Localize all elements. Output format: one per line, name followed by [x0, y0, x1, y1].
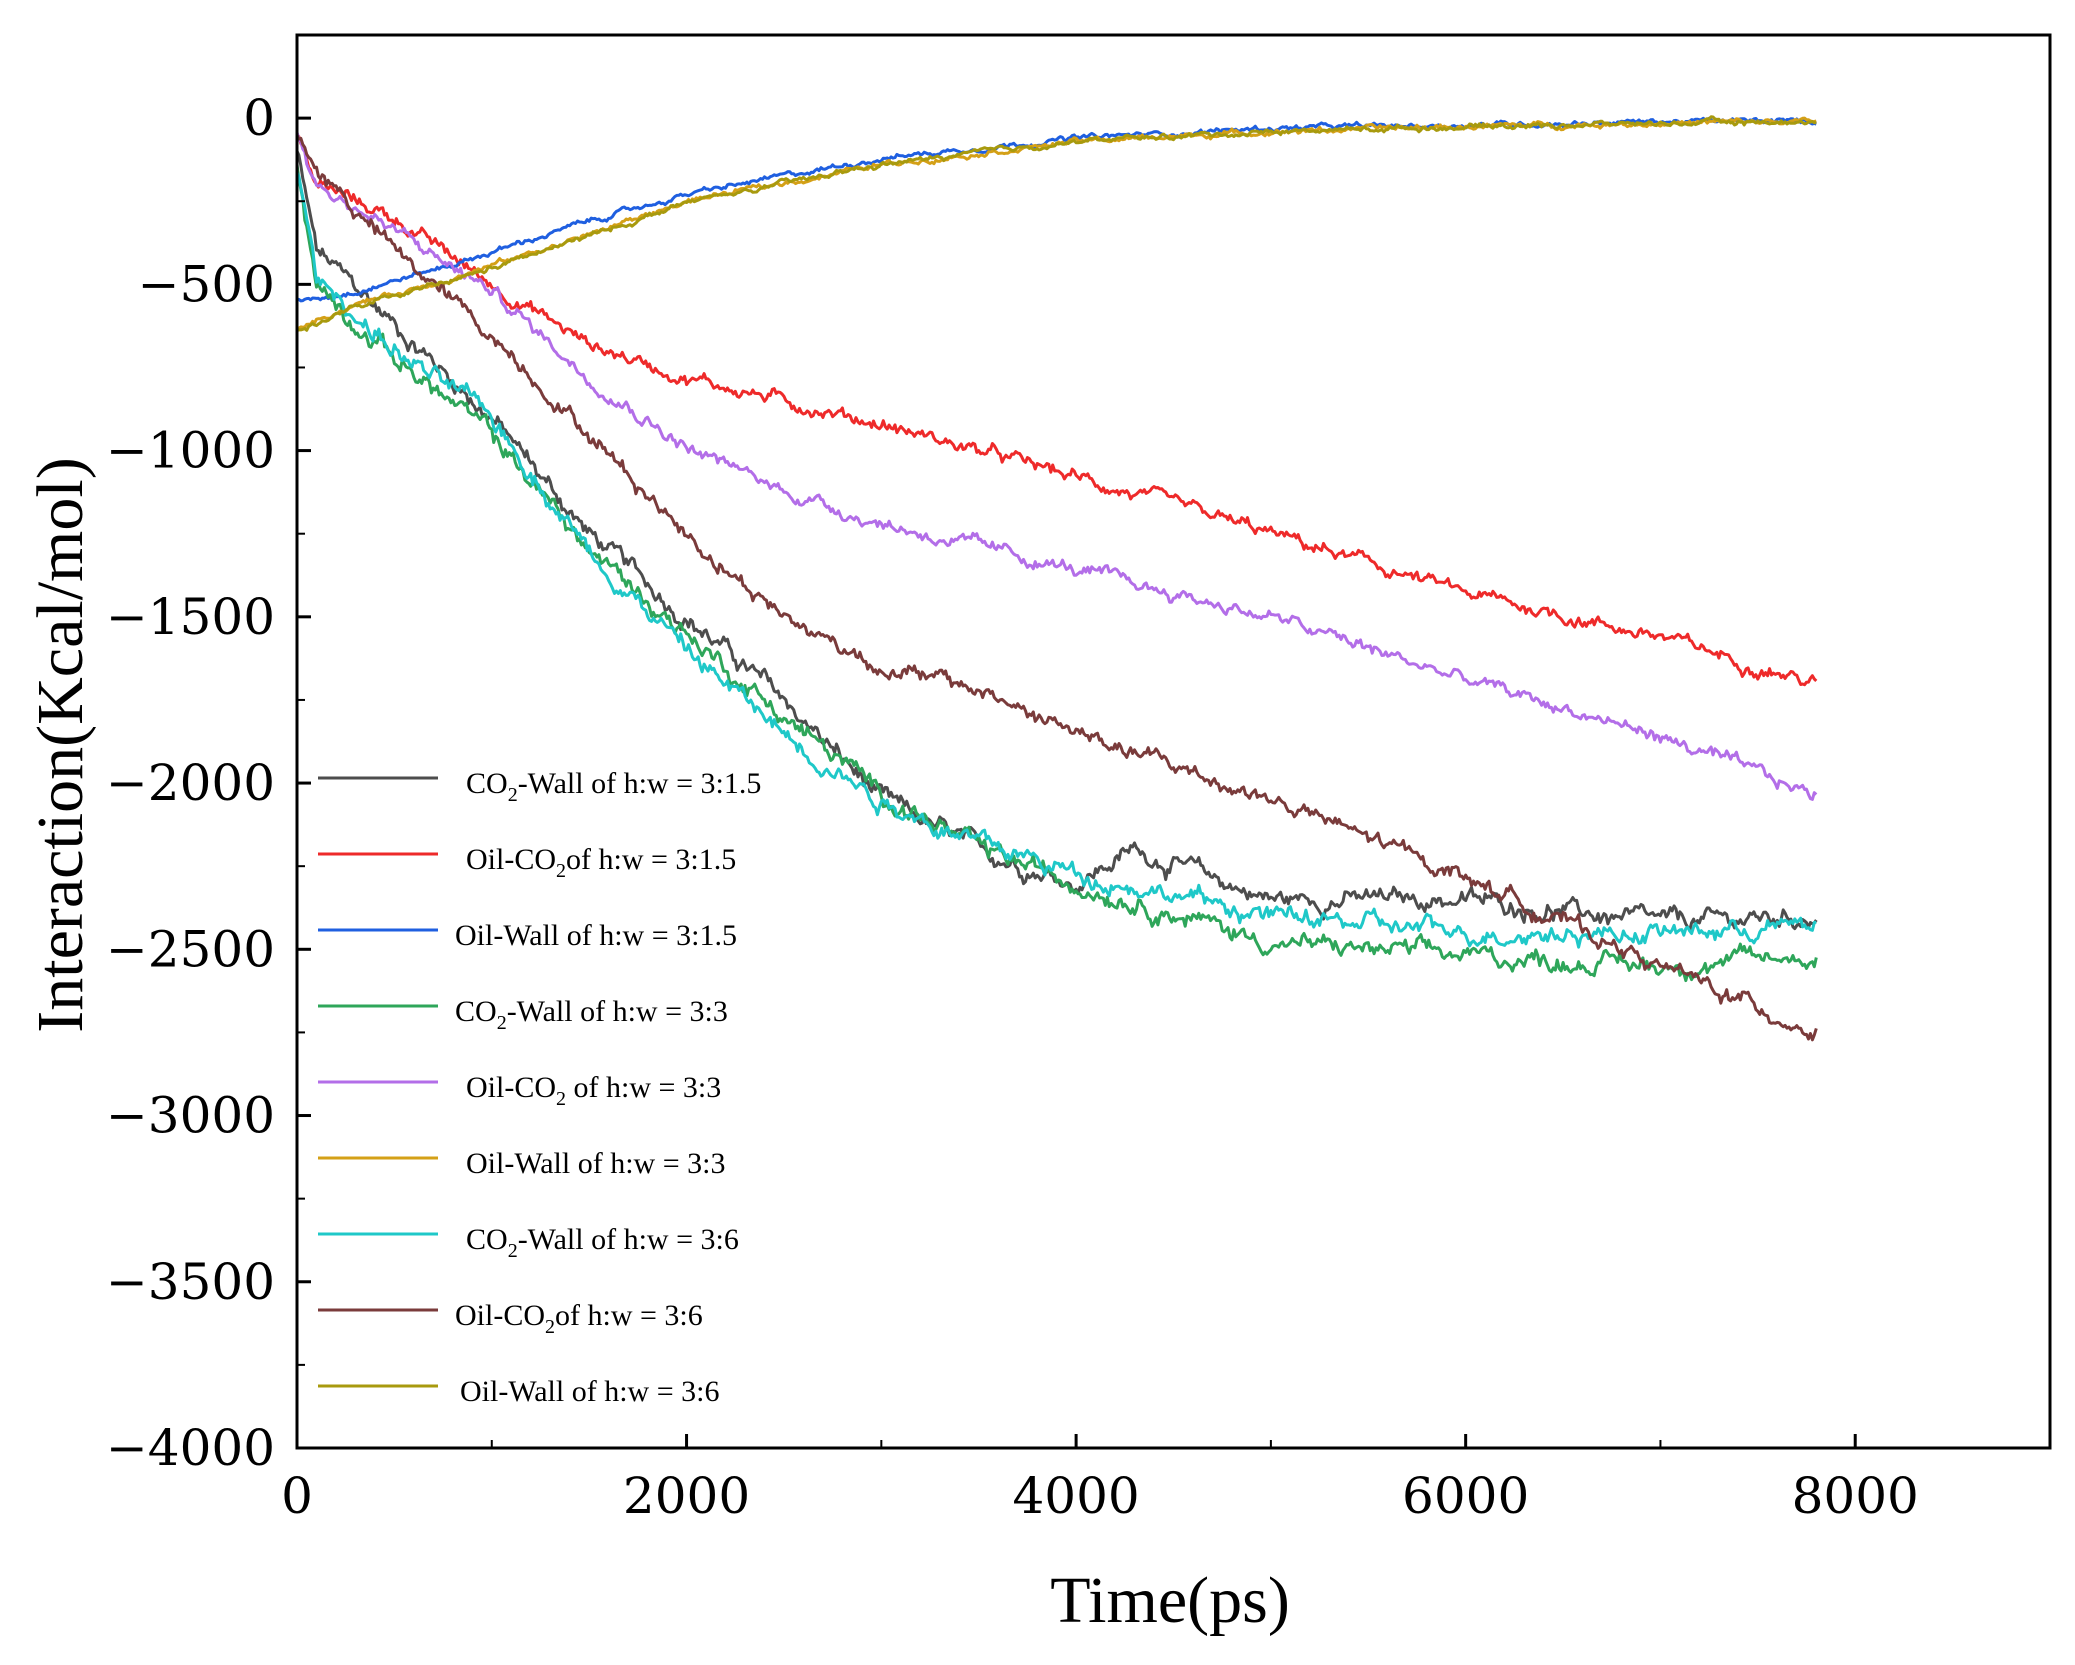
- legend-item: CO2-Wall of h:w = 3:3: [318, 995, 728, 1034]
- series-layer: [295, 115, 1818, 1042]
- y-tick-label: −2000: [106, 754, 275, 812]
- legend-item: Oil-CO2 of h:w = 3:3: [318, 1071, 721, 1110]
- legend-item: Oil-Wall of h:w = 3:3: [318, 1147, 725, 1180]
- legend-label: CO2-Wall of h:w = 3:6: [466, 1223, 739, 1262]
- legend-label: Oil-CO2of h:w = 3:1.5: [466, 843, 736, 882]
- legend: CO2-Wall of h:w = 3:1.5 Oil-CO2of h:w = 3…: [318, 767, 761, 1408]
- y-tick-label: −3000: [106, 1087, 275, 1145]
- x-tick-label: 0: [281, 1467, 313, 1525]
- axes-layer: 0 2000 4000 6000 8000 0 −500 −1000 −1500 −2000 −25…: [106, 33, 2052, 1525]
- series-line-9: [296, 115, 1817, 333]
- x-axis-title: Time(ps): [1050, 1564, 1290, 1637]
- legend-label: Oil-CO2of h:w = 3:6: [455, 1299, 703, 1338]
- legend-label: Oil-Wall of h:w = 3:6: [460, 1375, 719, 1408]
- y-tick-label: −1500: [106, 588, 275, 646]
- legend-item: Oil-Wall of h:w = 3:1.5: [318, 919, 737, 952]
- legend-item: CO2-Wall of h:w = 3:1.5: [318, 767, 761, 806]
- plot-frame: [295, 33, 2052, 1450]
- y-tick-label: −2500: [106, 920, 275, 978]
- y-tick-label: −500: [138, 255, 275, 313]
- legend-item: Oil-Wall of h:w = 3:6: [318, 1375, 719, 1408]
- series-line-5: [295, 132, 1818, 801]
- legend-item: Oil-CO2of h:w = 3:6: [318, 1299, 703, 1338]
- y-tick-label: −4000: [106, 1419, 275, 1477]
- legend-item: Oil-CO2of h:w = 3:1.5: [318, 843, 736, 882]
- legend-label: Oil-Wall of h:w = 3:1.5: [455, 919, 737, 952]
- series-line-7: [295, 171, 1817, 949]
- series-line-4: [295, 164, 1818, 983]
- y-tick-label: −1000: [106, 422, 275, 480]
- y-axis-title: Interaction(Kcal/mol): [24, 457, 97, 1032]
- x-tick-label: 2000: [623, 1467, 750, 1525]
- legend-item: CO2-Wall of h:w = 3:6: [318, 1223, 739, 1262]
- legend-label: Oil-Wall of h:w = 3:3: [466, 1147, 725, 1180]
- x-tick-label: 8000: [1792, 1467, 1919, 1525]
- series-line-2: [295, 133, 1818, 687]
- legend-label: Oil-CO2 of h:w = 3:3: [466, 1071, 721, 1110]
- legend-label: CO2-Wall of h:w = 3:1.5: [466, 767, 761, 806]
- y-tick-label: 0: [243, 89, 275, 147]
- y-tick-label: −3500: [106, 1253, 275, 1311]
- series-line-8: [295, 134, 1818, 1042]
- series-line-3: [296, 116, 1817, 303]
- x-tick-label: 4000: [1012, 1467, 1139, 1525]
- x-tick-label: 6000: [1402, 1467, 1529, 1525]
- legend-label: CO2-Wall of h:w = 3:3: [455, 995, 728, 1034]
